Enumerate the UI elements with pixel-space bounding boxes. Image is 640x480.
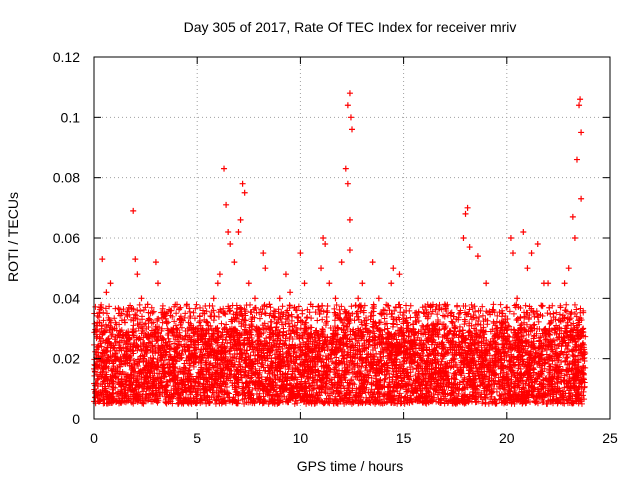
data-point xyxy=(247,301,254,308)
data-point xyxy=(449,335,456,342)
data-point xyxy=(142,304,149,311)
data-point xyxy=(581,396,588,403)
data-point xyxy=(218,320,225,327)
data-point xyxy=(150,319,157,326)
data-point xyxy=(362,364,369,371)
data-point xyxy=(455,316,462,323)
data-point xyxy=(112,305,119,312)
data-point xyxy=(429,308,436,315)
data-point xyxy=(165,335,172,342)
data-point xyxy=(166,346,173,353)
data-point xyxy=(424,352,431,359)
data-point xyxy=(461,374,468,381)
data-point xyxy=(580,350,587,357)
data-point xyxy=(331,309,338,316)
data-point xyxy=(500,385,507,392)
data-point xyxy=(414,334,421,341)
data-point xyxy=(333,302,340,309)
data-point xyxy=(495,374,502,381)
data-point xyxy=(447,364,454,371)
data-point xyxy=(187,313,194,320)
data-point xyxy=(153,326,160,333)
data-point xyxy=(150,308,157,315)
data-point xyxy=(355,313,362,320)
data-point xyxy=(419,322,426,329)
data-point xyxy=(133,312,140,319)
data-point xyxy=(434,311,441,318)
data-point xyxy=(401,374,408,381)
data-point xyxy=(103,310,110,317)
data-point xyxy=(348,303,355,310)
data-point xyxy=(375,389,382,396)
data-point xyxy=(94,312,101,319)
data-point xyxy=(508,373,515,380)
data-point xyxy=(573,306,580,313)
data-point xyxy=(106,303,113,310)
data-point xyxy=(407,314,414,321)
data-point xyxy=(580,388,587,395)
data-point xyxy=(108,367,115,374)
data-point xyxy=(210,307,217,314)
data-point xyxy=(297,318,304,325)
data-point xyxy=(506,308,513,315)
data-point xyxy=(282,337,289,344)
data-point xyxy=(129,329,136,336)
data-point xyxy=(166,306,173,313)
data-point xyxy=(547,311,554,318)
data-point xyxy=(135,362,142,369)
data-point xyxy=(362,325,369,332)
data-point xyxy=(338,303,345,310)
data-point xyxy=(581,384,588,391)
data-point xyxy=(282,315,289,322)
data-point xyxy=(191,315,198,322)
data-point xyxy=(510,310,517,317)
data-point xyxy=(167,307,174,314)
data-points xyxy=(91,90,589,407)
data-point xyxy=(127,356,134,363)
data-point xyxy=(98,362,105,369)
data-point xyxy=(518,321,525,328)
data-point xyxy=(476,313,483,320)
data-point xyxy=(181,336,188,343)
data-point xyxy=(127,316,134,323)
data-point xyxy=(479,312,486,319)
data-point xyxy=(499,307,506,314)
data-point xyxy=(219,336,226,343)
data-point xyxy=(330,389,337,396)
data-point xyxy=(535,318,542,325)
data-point xyxy=(279,398,286,405)
data-point xyxy=(171,318,178,325)
data-point xyxy=(263,325,270,332)
data-point xyxy=(384,398,391,405)
data-point xyxy=(237,304,244,311)
data-point xyxy=(159,319,166,326)
grid xyxy=(94,57,610,419)
data-point xyxy=(531,313,538,320)
data-point xyxy=(288,317,295,324)
data-point xyxy=(197,304,204,311)
data-point xyxy=(288,311,295,318)
